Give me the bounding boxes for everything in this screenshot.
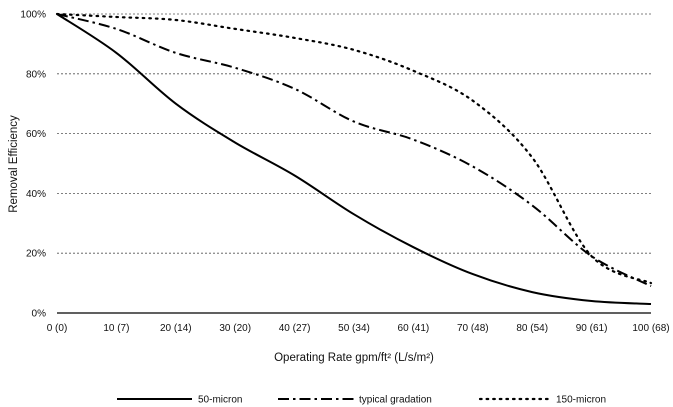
x-axis-title: Operating Rate gpm/ft² (L/s/m²) [274, 352, 434, 364]
y-tick-label: 20% [26, 249, 46, 260]
x-tick-label: 20 (14) [160, 323, 192, 334]
x-tick-labels: 0 (0) 10 (7) 20 (14) 30 (20) 40 (27) 50 (34) 6… [47, 323, 670, 334]
series-lines [55, 12, 653, 305]
series-line-typical-gradation [56, 13, 652, 287]
y-tick-label: 80% [26, 69, 46, 80]
x-tick-label: 80 (54) [516, 323, 548, 334]
y-tick-label: 0% [32, 309, 47, 320]
y-tick-label: 60% [26, 129, 46, 140]
x-tick-label: 50 (34) [338, 323, 370, 334]
x-tick-label: 40 (27) [279, 323, 311, 334]
x-tick-label: 90 (61) [576, 323, 608, 334]
series-line-50-micron [56, 13, 652, 305]
y-tick-label: 40% [26, 189, 46, 200]
x-tick-label: 100 (68) [632, 323, 669, 334]
x-tick-label: 10 (7) [103, 323, 129, 334]
y-tick-labels: 0% 20% 40% 60% 80% 100% [20, 10, 46, 320]
legend-label: 150-micron [556, 395, 606, 406]
x-tick-label: 30 (20) [219, 323, 251, 334]
series-line-150-micron [55, 12, 653, 285]
y-axis-title: Removal Efficiency [8, 115, 20, 213]
x-tick-label: 0 (0) [47, 323, 68, 334]
gridlines [57, 13, 651, 254]
x-tick-label: 70 (48) [457, 323, 489, 334]
y-tick-label: 100% [20, 10, 46, 21]
x-tick-label: 60 (41) [398, 323, 430, 334]
legend: 50-micron typical gradation 150-micron [117, 395, 606, 406]
legend-label: 50-micron [198, 395, 242, 406]
legend-label: typical gradation [359, 395, 432, 406]
